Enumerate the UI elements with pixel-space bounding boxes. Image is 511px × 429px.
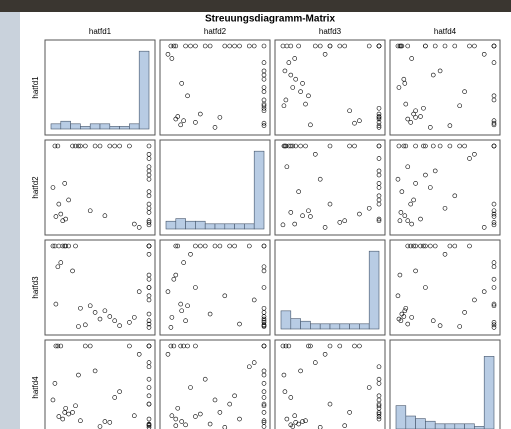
histogram-bar bbox=[195, 221, 205, 229]
histogram-bar bbox=[51, 124, 61, 129]
histogram-bar bbox=[310, 324, 320, 329]
page: {"chart_data": {"type": "scatter-matrix"… bbox=[0, 0, 511, 429]
panel-frame bbox=[275, 40, 385, 135]
side-strip bbox=[0, 12, 20, 429]
row-label: hatfd2 bbox=[31, 176, 40, 199]
histogram-bar bbox=[425, 421, 435, 429]
column-label: hatfd4 bbox=[434, 27, 457, 36]
histogram-bar bbox=[100, 124, 110, 129]
histogram-bar bbox=[186, 221, 196, 229]
histogram-bar bbox=[129, 124, 139, 129]
panel-frame bbox=[45, 140, 155, 235]
histogram-bar bbox=[205, 224, 215, 229]
histogram-bar bbox=[120, 126, 130, 129]
histogram-bar bbox=[281, 311, 291, 329]
histogram-bar bbox=[166, 221, 176, 229]
histogram-bar bbox=[139, 51, 149, 129]
histogram-bar bbox=[359, 324, 369, 329]
histogram-bar bbox=[369, 251, 379, 329]
histogram-bar bbox=[254, 151, 264, 229]
row-label: hatfd4 bbox=[31, 376, 40, 399]
histogram-bar bbox=[445, 424, 455, 429]
histogram-bar bbox=[176, 219, 186, 229]
photo-strip bbox=[0, 0, 511, 12]
panel-frame bbox=[275, 140, 385, 235]
histogram-bar bbox=[416, 419, 426, 429]
chart: Streuungsdiagramm-Matrix hatfd1 hatfd1 hat… bbox=[0, 0, 511, 429]
column-label: hatfd3 bbox=[319, 27, 342, 36]
histogram-bar bbox=[90, 124, 100, 129]
column-label: hatfd1 bbox=[89, 27, 112, 36]
row-label: hatfd3 bbox=[31, 276, 40, 299]
panel-frame bbox=[275, 340, 385, 429]
histogram-bar bbox=[215, 224, 225, 229]
histogram-bar bbox=[110, 126, 120, 129]
histogram-bar bbox=[320, 324, 330, 329]
panel-frame bbox=[45, 340, 155, 429]
histogram-bar bbox=[80, 126, 90, 129]
histogram-bar bbox=[244, 224, 254, 229]
histogram-bar bbox=[406, 416, 416, 429]
panel-frame bbox=[160, 240, 270, 335]
histogram-bar bbox=[435, 424, 445, 429]
histogram-bar bbox=[465, 424, 475, 429]
histogram-bar bbox=[350, 324, 360, 329]
histogram-bar bbox=[396, 406, 406, 429]
histogram-bar bbox=[301, 321, 311, 329]
chart-title: Streuungsdiagramm-Matrix bbox=[205, 14, 335, 25]
histogram-bar bbox=[484, 356, 494, 429]
histogram-bar bbox=[225, 224, 235, 229]
panel-frame bbox=[45, 40, 155, 135]
histogram-bar bbox=[330, 324, 340, 329]
panel-frame bbox=[160, 340, 270, 429]
histogram-bar bbox=[455, 424, 465, 429]
histogram-bar bbox=[340, 324, 350, 329]
histogram-bar bbox=[235, 224, 245, 229]
column-label: hatfd2 bbox=[204, 27, 227, 36]
histogram-bar bbox=[291, 319, 301, 329]
histogram-bar bbox=[71, 124, 81, 129]
panel-frame bbox=[390, 340, 500, 429]
panel-frame bbox=[390, 240, 500, 335]
panel-frame bbox=[390, 140, 500, 235]
row-label: hatfd1 bbox=[31, 76, 40, 99]
histogram-bar bbox=[61, 121, 71, 129]
